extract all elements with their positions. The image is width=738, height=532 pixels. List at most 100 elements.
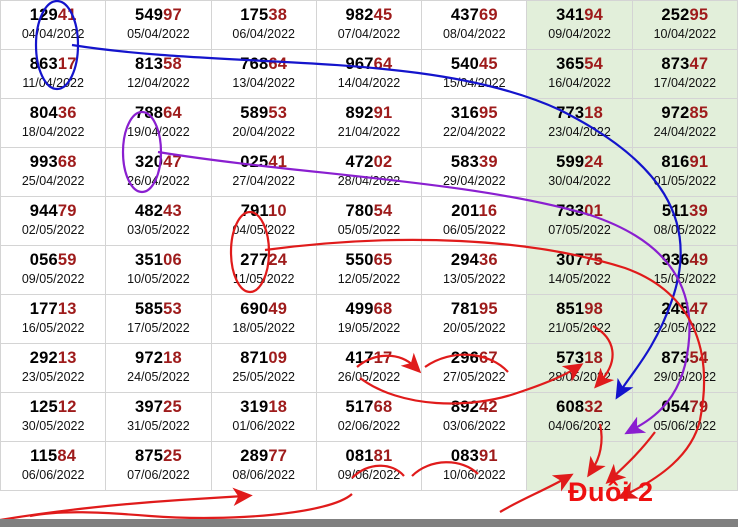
result-cell[interactable]: 27724 11/05/2022 [210,245,317,295]
result-cell[interactable]: 24547 22/05/2022 [631,294,738,344]
result-cell[interactable]: 17538 06/04/2022 [210,0,317,50]
number-head: 550 [345,251,374,270]
result-cell[interactable]: 12941 04/04/2022 [0,0,107,50]
result-cell[interactable]: 58553 17/05/2022 [105,294,212,344]
result-number: 89242 [422,398,526,416]
result-cell[interactable]: 85198 21/05/2022 [526,294,633,344]
result-cell[interactable]: 78195 20/05/2022 [421,294,528,344]
result-cell[interactable]: 80436 18/04/2022 [0,98,107,148]
result-cell[interactable]: 69049 18/05/2022 [210,294,317,344]
number-head: 993 [29,153,58,172]
result-number: 86317 [1,55,105,73]
result-cell[interactable]: 47202 28/04/2022 [315,147,423,197]
result-cell[interactable]: 36554 16/04/2022 [526,49,633,99]
result-date: 01/05/2022 [653,174,717,189]
result-cell[interactable]: 97218 24/05/2022 [105,343,212,393]
result-cell[interactable]: 86317 11/04/2022 [0,49,107,99]
result-cell[interactable]: 99368 25/04/2022 [0,147,107,197]
result-date: 14/05/2022 [548,272,611,287]
result-cell[interactable]: 81358 12/04/2022 [105,49,212,99]
result-date: 23/05/2022 [21,370,85,385]
result-cell[interactable]: 08181 09/06/2022 [315,441,423,491]
number-head: 482 [134,202,164,221]
result-cell[interactable]: 49968 19/05/2022 [315,294,423,344]
result-cell[interactable]: 39725 31/05/2022 [105,392,212,442]
number-tail: 54 [689,349,709,368]
result-date: 24/05/2022 [127,370,190,385]
result-cell[interactable]: 60832 04/06/2022 [526,392,633,442]
result-cell[interactable]: 98245 07/04/2022 [315,0,423,50]
result-cell[interactable]: 11584 06/06/2022 [0,441,107,491]
result-cell[interactable]: 89242 03/06/2022 [421,392,528,442]
result-cell[interactable]: 20116 06/05/2022 [421,196,528,246]
result-cell[interactable]: 29436 13/05/2022 [421,245,528,295]
result-cell[interactable]: 78864 19/04/2022 [105,98,212,148]
result-cell[interactable]: 17713 16/05/2022 [0,294,107,344]
result-cell[interactable]: 29667 27/05/2022 [421,343,528,393]
result-cell[interactable]: 73301 07/05/2022 [526,196,633,246]
result-cell[interactable]: 93649 15/05/2022 [631,245,738,295]
result-cell[interactable]: 79110 04/05/2022 [210,196,317,246]
result-number: 12941 [1,6,105,24]
result-cell[interactable]: 29213 23/05/2022 [0,343,107,393]
number-head: 365 [556,55,585,74]
result-cell[interactable]: 97285 24/04/2022 [631,98,738,148]
result-cell[interactable]: 30775 14/05/2022 [526,245,633,295]
number-tail: 25 [163,398,182,417]
result-cell[interactable]: 43769 08/04/2022 [421,0,528,50]
result-cell[interactable]: 34194 09/04/2022 [526,0,633,50]
result-cell[interactable]: 02541 27/04/2022 [210,147,317,197]
result-cell[interactable]: 57318 28/05/2022 [526,343,633,393]
number-tail: 45 [478,55,498,74]
number-tail: 41 [268,153,288,172]
result-number: 41717 [317,349,421,367]
result-cell[interactable]: 94479 02/05/2022 [0,196,107,246]
result-cell[interactable]: 51768 02/06/2022 [315,392,423,442]
result-cell[interactable]: 55065 12/05/2022 [315,245,423,295]
result-cell[interactable]: 51139 08/05/2022 [631,196,738,246]
result-cell[interactable]: 54045 15/04/2022 [421,49,528,99]
result-number: 47202 [317,153,421,171]
number-tail: 95 [478,300,498,319]
result-cell[interactable]: 58953 20/04/2022 [210,98,317,148]
number-head: 319 [240,398,269,417]
number-tail: 10 [267,202,287,221]
result-cell[interactable]: 48243 03/05/2022 [105,196,212,246]
result-number: 35106 [106,251,210,269]
result-cell[interactable]: 58339 29/04/2022 [421,147,528,197]
result-cell[interactable]: 28977 08/06/2022 [210,441,317,491]
result-cell[interactable]: 77318 23/04/2022 [526,98,633,148]
table-row: 80436 18/04/2022 78864 19/04/2022 58953 20/04… [0,98,738,148]
result-cell[interactable]: 87347 17/04/2022 [631,49,738,99]
result-cell[interactable]: 87525 07/06/2022 [105,441,212,491]
result-cell[interactable]: 32047 26/04/2022 [105,147,212,197]
result-cell[interactable]: 31918 01/06/2022 [210,392,317,442]
result-cell[interactable]: 35106 10/05/2022 [105,245,212,295]
number-head: 277 [240,251,269,270]
number-head: 201 [451,202,479,221]
result-cell[interactable]: 12512 30/05/2022 [0,392,107,442]
result-cell[interactable]: 41717 26/05/2022 [315,343,423,393]
result-cell[interactable]: 05479 05/06/2022 [631,392,738,442]
result-cell[interactable]: 96764 14/04/2022 [315,49,423,99]
result-cell[interactable]: 54997 05/04/2022 [105,0,212,50]
result-cell[interactable]: 76864 13/04/2022 [210,49,317,99]
result-date: 29/05/2022 [653,370,717,385]
result-date: 11/04/2022 [22,76,84,91]
result-number: 17713 [1,300,105,318]
result-cell[interactable]: 25295 10/04/2022 [631,0,738,50]
number-head: 972 [661,104,690,123]
table-row: 99368 25/04/2022 32047 26/04/2022 02541 27/04… [0,147,738,197]
result-cell[interactable]: 81691 01/05/2022 [631,147,738,197]
result-cell[interactable]: 31695 22/04/2022 [421,98,528,148]
result-cell[interactable]: 05659 09/05/2022 [0,245,107,295]
result-cell[interactable]: 59924 30/04/2022 [526,147,633,197]
result-cell[interactable]: 87354 29/05/2022 [631,343,738,393]
bottom-scroll-band[interactable] [0,519,738,527]
result-cell[interactable]: 89291 21/04/2022 [315,98,423,148]
result-number: 54997 [106,6,210,24]
result-cell[interactable]: 08391 10/06/2022 [421,441,528,491]
result-cell[interactable]: 78054 05/05/2022 [315,196,423,246]
result-cell[interactable]: 87109 25/05/2022 [210,343,317,393]
result-number: 51768 [317,398,421,416]
